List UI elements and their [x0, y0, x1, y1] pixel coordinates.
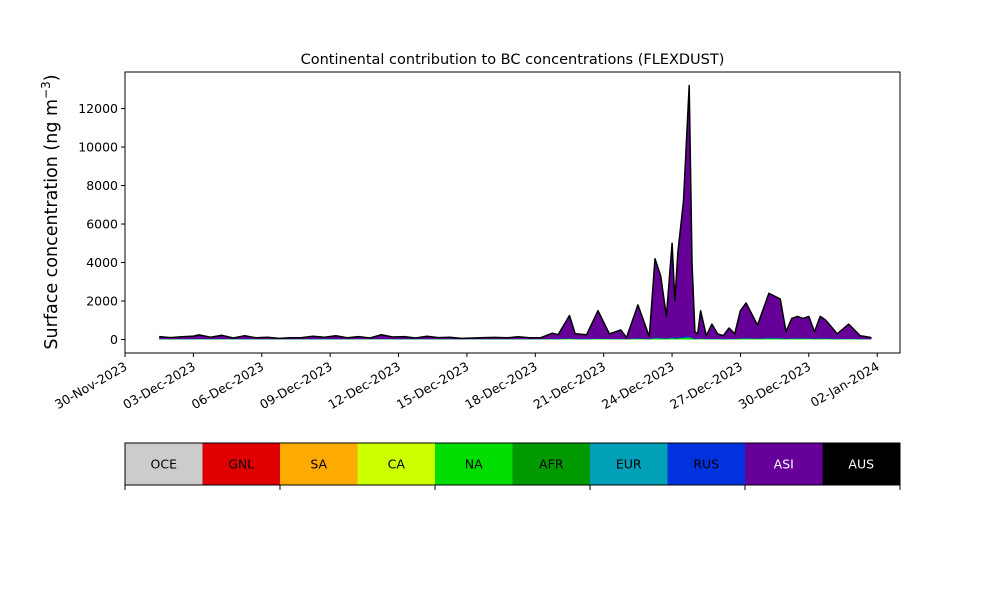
legend-label-ca: CA: [388, 457, 406, 472]
legend-swatch-aus: [822, 443, 900, 485]
legend-swatch-gnl: [202, 443, 280, 485]
legend-label-eur: EUR: [616, 457, 642, 472]
area-na: [159, 337, 872, 340]
y-axis: 0 2000 4000 6000 8000 10000 12000: [78, 101, 125, 347]
legend-swatch-sa: [280, 443, 358, 485]
plot-frame: [124, 71, 901, 354]
y-tick-label: 0: [110, 332, 118, 347]
area-layers: [159, 85, 872, 340]
legend-swatch-rus: [667, 443, 745, 485]
area-outline: [159, 84, 872, 340]
y-tick-label: 4000: [86, 255, 118, 270]
y-tick-label: 10000: [78, 140, 118, 155]
area-rus: [159, 336, 872, 340]
y-tick-label: 2000: [86, 294, 118, 309]
legend-label-rus: RUS: [693, 457, 719, 472]
plot-area: [124, 71, 901, 354]
legend-swatch-oce: [125, 443, 203, 485]
legend-label-sa: SA: [310, 457, 327, 472]
legend-label-asi: ASI: [774, 457, 794, 472]
legend-swatch-eur: [590, 443, 668, 485]
legend-bar: OCE GNL SA CA NA AFR EUR RUS ASI AUS: [124, 442, 901, 490]
legend-label-oce: OCE: [151, 457, 178, 472]
legend-swatch-afr: [512, 443, 590, 485]
y-tick-label: 12000: [78, 101, 118, 116]
y-tick-label: 6000: [86, 217, 118, 232]
legend-swatch-na: [435, 443, 513, 485]
legend-label-afr: AFR: [539, 457, 564, 472]
legend-label-gnl: GNL: [228, 457, 254, 472]
total-line: [159, 84, 872, 340]
chart-title: Continental contribution to BC concentra…: [301, 52, 725, 68]
y-tick-label: 8000: [86, 178, 118, 193]
legend-swatch-ca: [357, 443, 435, 485]
legend-label-na: NA: [465, 457, 483, 472]
legend-label-aus: AUS: [848, 457, 874, 472]
y-axis-label: Surface concentration (ng m−3): [39, 74, 62, 349]
legend-swatch-asi: [745, 443, 823, 485]
legend-frame: [124, 442, 901, 486]
